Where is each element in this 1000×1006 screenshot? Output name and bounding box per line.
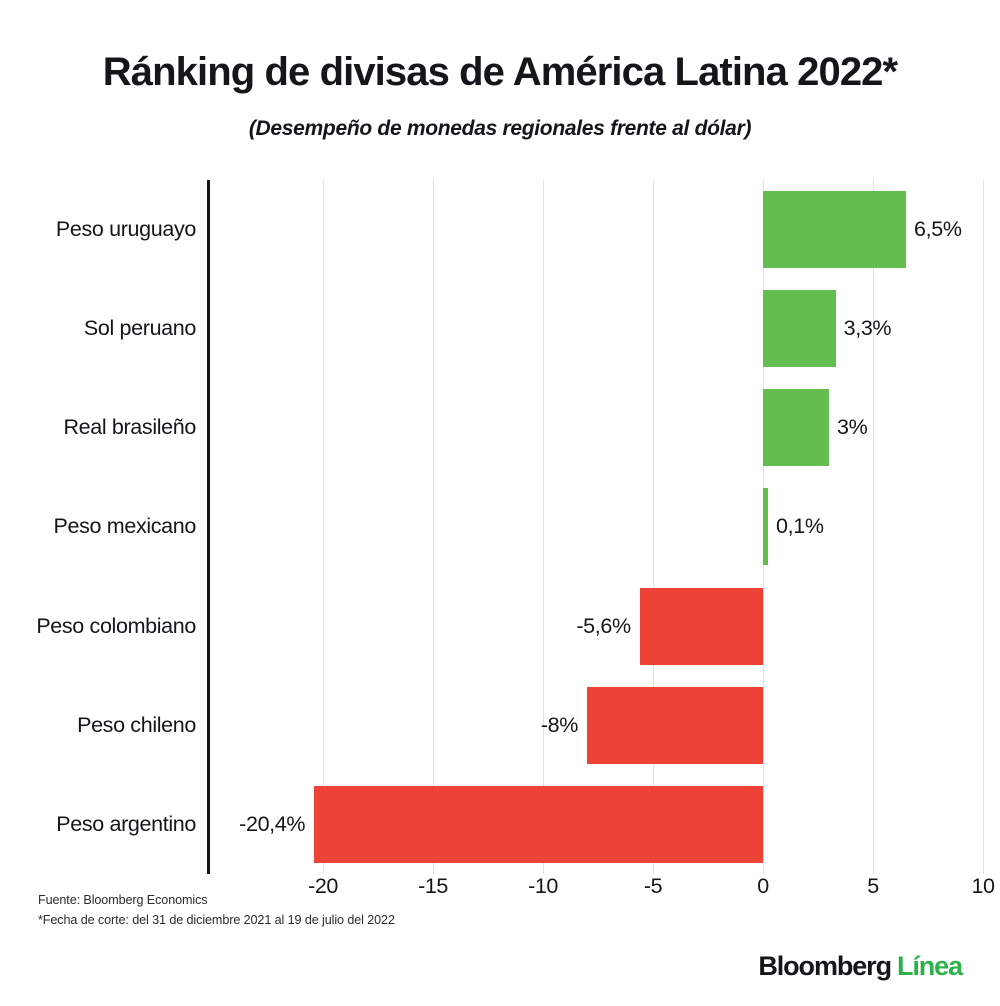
gridline xyxy=(433,180,434,874)
cutoff-note: *Fecha de corte: del 31 de diciembre 202… xyxy=(38,913,395,928)
x-tick-label: -15 xyxy=(418,874,448,898)
category-label: Peso colombiano xyxy=(36,613,196,638)
footnotes: Fuente: Bloomberg Economics *Fecha de co… xyxy=(38,890,738,931)
gridline xyxy=(983,180,984,874)
x-axis: -20 -15 -10 -5 0 5 10 xyxy=(0,874,1000,908)
category-label: Peso uruguayo xyxy=(55,217,196,242)
logo-linea-text: Línea xyxy=(896,951,963,981)
bar-value-label: -5,6% xyxy=(576,613,631,638)
x-tick-label: 0 xyxy=(757,874,769,898)
logo-bloomberg-text: Bloomberg xyxy=(758,951,892,981)
bar-value-label: 0,1% xyxy=(776,514,824,539)
bar-chart-plot-area: Peso uruguayo 6,5% Sol peruano 3,3% Real bra… xyxy=(0,180,1000,874)
bar[interactable] xyxy=(763,488,768,566)
chart-row: Peso chileno -8% xyxy=(0,676,1000,775)
gridline xyxy=(653,180,654,874)
chart-row: Peso argentino -20,4% xyxy=(0,775,1000,874)
category-label: Sol peruano xyxy=(83,316,196,341)
bar-value-label: 3,3% xyxy=(843,316,892,341)
gridline xyxy=(543,180,544,874)
category-label: Peso chileno xyxy=(77,712,196,737)
chart-subtitle: (Desempeño de monedas regionales frente … xyxy=(248,116,752,140)
chart-row: Peso colombiano -5,6% xyxy=(0,577,1000,676)
x-tick-label: -10 xyxy=(528,874,558,898)
x-tick-label: 5 xyxy=(867,874,879,898)
chart-row: Real brasileño 3% xyxy=(0,378,1000,477)
bar[interactable] xyxy=(763,290,836,368)
y-axis-line xyxy=(207,180,210,874)
source-note: Fuente: Bloomberg Economics xyxy=(38,893,208,907)
gridline xyxy=(873,180,874,874)
page-title: Ránking de divisas de América Latina 202… xyxy=(102,50,898,94)
bar-value-label: 3% xyxy=(837,415,868,440)
chart-row: Sol peruano 3,3% xyxy=(0,279,1000,378)
x-tick-label: -5 xyxy=(643,874,663,898)
chart-row: Peso mexicano 0,1% xyxy=(0,477,1000,576)
chart-row: Peso uruguayo 6,5% xyxy=(0,180,1000,279)
bar[interactable] xyxy=(763,191,906,268)
category-label: Peso argentino xyxy=(56,811,196,836)
bar[interactable] xyxy=(763,389,829,467)
bar[interactable] xyxy=(314,785,763,863)
bar-value-label: -20,4% xyxy=(239,811,306,836)
category-label: Peso mexicano xyxy=(53,514,197,539)
bloomberg-linea-logo: Bloomberg Línea xyxy=(758,951,963,982)
category-label: Real brasileño xyxy=(63,415,196,440)
chart-header: Ránking de divisas de América Latina 202… xyxy=(0,0,1000,141)
gridline xyxy=(323,180,324,874)
bar-value-label: 6,5% xyxy=(914,217,962,242)
x-tick-label: -20 xyxy=(308,874,338,898)
bar[interactable] xyxy=(587,686,763,764)
x-tick-label: 10 xyxy=(971,874,995,898)
bar-value-label: -8% xyxy=(540,712,579,737)
bar[interactable] xyxy=(639,587,763,665)
